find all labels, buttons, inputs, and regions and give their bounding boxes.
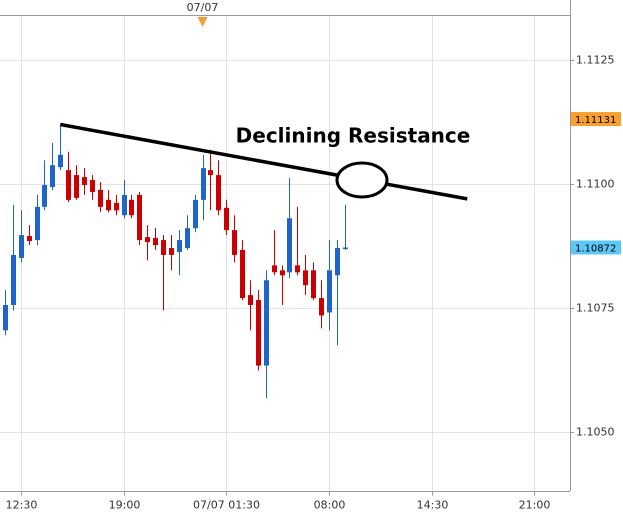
candle-body bbox=[66, 170, 71, 200]
y-tick-label: 1.1075 bbox=[576, 302, 615, 315]
y-tick-label: 1.1100 bbox=[576, 178, 615, 191]
candle-body bbox=[272, 265, 277, 273]
x-tick-label: 07/07 01:30 bbox=[193, 499, 260, 512]
candles bbox=[3, 125, 348, 399]
candle-body bbox=[3, 305, 8, 331]
candle-body bbox=[122, 194, 127, 216]
candle-body bbox=[145, 237, 150, 243]
candle-body bbox=[248, 295, 253, 306]
candle-body bbox=[303, 270, 308, 286]
candle-body bbox=[27, 236, 32, 242]
x-tick-label: 21:00 bbox=[519, 499, 551, 512]
candle-body bbox=[193, 199, 198, 229]
y-tick-label: 1.1050 bbox=[576, 426, 615, 439]
candle-body bbox=[153, 238, 158, 246]
highlight-ellipse bbox=[335, 161, 389, 199]
candle-body bbox=[264, 280, 269, 366]
candle-body bbox=[224, 207, 229, 231]
candle-body bbox=[74, 175, 79, 198]
x-tick-label: 14:30 bbox=[417, 499, 449, 512]
candle-body bbox=[311, 270, 316, 299]
candle-body bbox=[287, 218, 292, 273]
candle-body bbox=[35, 206, 40, 241]
candle-body bbox=[129, 199, 134, 216]
annotation: Declining Resistance bbox=[236, 124, 471, 148]
candle-body bbox=[216, 175, 221, 211]
candle-body bbox=[106, 199, 111, 211]
candle-body bbox=[177, 240, 182, 252]
x-tick-label: 08:00 bbox=[314, 499, 346, 512]
candle-body bbox=[319, 298, 324, 316]
x-tick-label: 12:30 bbox=[6, 499, 38, 512]
candle-body bbox=[232, 230, 237, 255]
candle-body bbox=[114, 202, 119, 211]
price-tag-label: 1.10872 bbox=[575, 243, 616, 254]
candle-body bbox=[169, 247, 174, 255]
candle-body bbox=[42, 185, 47, 207]
candle-body bbox=[58, 154, 63, 168]
candle-body bbox=[335, 247, 340, 276]
candle-body bbox=[208, 170, 213, 176]
y-tick-label: 1.1125 bbox=[576, 54, 615, 67]
price-tag bbox=[571, 240, 621, 255]
candle-body bbox=[256, 300, 261, 366]
candle-body bbox=[343, 247, 348, 249]
price-tag-label: 1.11131 bbox=[575, 115, 616, 126]
candle-body bbox=[240, 249, 245, 299]
x-tick-label: 19:00 bbox=[109, 499, 141, 512]
candle-body bbox=[137, 194, 142, 241]
candle-body bbox=[201, 168, 206, 200]
candle-body bbox=[82, 177, 87, 186]
candle-body bbox=[161, 240, 166, 255]
axes: 1.1125 1.1100 1.1075 1.1050 12:30 19:00 07/07 … bbox=[6, 54, 615, 512]
candle-body bbox=[295, 265, 300, 273]
candle-body bbox=[327, 270, 332, 313]
candle-body bbox=[185, 228, 190, 248]
candle-body bbox=[90, 180, 95, 192]
price-tag bbox=[571, 112, 621, 127]
candle-body bbox=[98, 189, 103, 207]
trendline bbox=[59, 122, 468, 201]
candle-body bbox=[11, 254, 16, 306]
candle-body bbox=[19, 235, 24, 258]
candle-body bbox=[50, 165, 55, 187]
top-marker-label: 07/07 bbox=[187, 1, 219, 14]
candle-body bbox=[280, 270, 285, 276]
top-marker bbox=[197, 17, 208, 27]
